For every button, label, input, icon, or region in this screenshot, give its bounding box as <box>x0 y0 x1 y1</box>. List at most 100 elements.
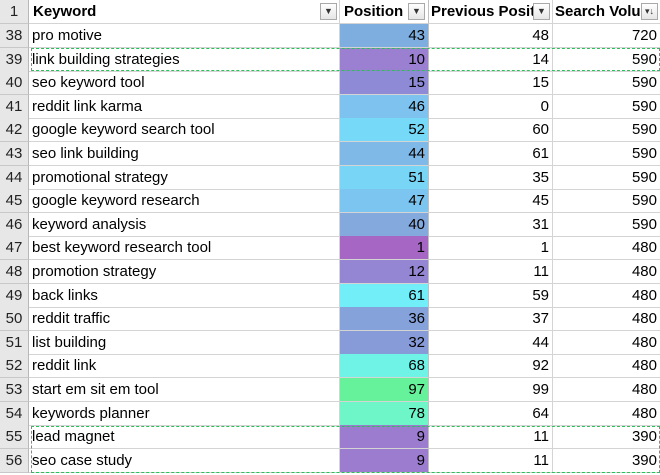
keyword-cell[interactable]: reddit link <box>29 354 340 378</box>
column-header-keyword[interactable]: Keyword ▼ <box>29 0 340 24</box>
row-header[interactable]: 43 <box>0 142 29 166</box>
keyword-cell[interactable]: keyword analysis <box>29 213 340 237</box>
position-cell[interactable]: 44 <box>340 142 429 166</box>
keyword-cell[interactable]: seo case study <box>29 449 340 473</box>
position-cell[interactable]: 52 <box>340 118 429 142</box>
row-header[interactable]: 39 <box>0 48 29 72</box>
search-volume-cell[interactable]: 590 <box>553 48 660 72</box>
row-header[interactable]: 54 <box>0 402 29 426</box>
previous-position-cell[interactable]: 64 <box>429 402 553 426</box>
row-header[interactable]: 56 <box>0 449 29 473</box>
search-volume-cell[interactable]: 480 <box>553 236 660 260</box>
search-volume-cell[interactable]: 480 <box>553 284 660 308</box>
position-cell[interactable]: 9 <box>340 449 429 473</box>
previous-position-cell[interactable]: 31 <box>429 213 553 237</box>
row-header[interactable]: 50 <box>0 307 29 331</box>
keyword-cell[interactable]: reddit traffic <box>29 307 340 331</box>
search-volume-cell[interactable]: 590 <box>553 71 660 95</box>
search-volume-cell[interactable]: 390 <box>553 425 660 449</box>
position-cell[interactable]: 46 <box>340 95 429 119</box>
previous-position-cell[interactable]: 99 <box>429 378 553 402</box>
position-cell[interactable]: 32 <box>340 331 429 355</box>
previous-position-cell[interactable]: 1 <box>429 236 553 260</box>
search-volume-cell[interactable]: 480 <box>553 402 660 426</box>
position-cell[interactable]: 68 <box>340 354 429 378</box>
search-volume-cell[interactable]: 480 <box>553 331 660 355</box>
keyword-cell[interactable]: back links <box>29 284 340 308</box>
row-header[interactable]: 41 <box>0 95 29 119</box>
previous-position-cell[interactable]: 61 <box>429 142 553 166</box>
search-volume-cell[interactable]: 720 <box>553 24 660 48</box>
search-volume-cell[interactable]: 390 <box>553 449 660 473</box>
search-volume-cell[interactable]: 480 <box>553 378 660 402</box>
position-cell[interactable]: 47 <box>340 189 429 213</box>
position-cell[interactable]: 51 <box>340 166 429 190</box>
previous-position-cell[interactable]: 45 <box>429 189 553 213</box>
column-header-position[interactable]: Position ▼ <box>340 0 429 24</box>
position-cell[interactable]: 10 <box>340 48 429 72</box>
previous-position-cell[interactable]: 11 <box>429 260 553 284</box>
keyword-cell[interactable]: promotional strategy <box>29 166 340 190</box>
row-header[interactable]: 52 <box>0 354 29 378</box>
dropdown-arrow-icon[interactable]: ▼ <box>320 3 337 20</box>
row-header[interactable]: 53 <box>0 378 29 402</box>
previous-position-cell[interactable]: 11 <box>429 449 553 473</box>
position-cell[interactable]: 36 <box>340 307 429 331</box>
keyword-cell[interactable]: promotion strategy <box>29 260 340 284</box>
previous-position-cell[interactable]: 59 <box>429 284 553 308</box>
previous-position-cell[interactable]: 37 <box>429 307 553 331</box>
position-cell[interactable]: 15 <box>340 71 429 95</box>
row-header[interactable]: 42 <box>0 118 29 142</box>
row-header[interactable]: 44 <box>0 166 29 190</box>
column-header-search-volume[interactable]: Search Volur ▾↓ <box>553 0 660 24</box>
search-volume-cell[interactable]: 480 <box>553 260 660 284</box>
row-header[interactable]: 48 <box>0 260 29 284</box>
row-header[interactable]: 40 <box>0 71 29 95</box>
search-volume-cell[interactable]: 590 <box>553 213 660 237</box>
search-volume-cell[interactable]: 590 <box>553 95 660 119</box>
keyword-cell[interactable]: lead magnet <box>29 425 340 449</box>
keyword-cell[interactable]: reddit link karma <box>29 95 340 119</box>
search-volume-cell[interactable]: 480 <box>553 307 660 331</box>
keyword-cell[interactable]: keywords planner <box>29 402 340 426</box>
dropdown-arrow-icon[interactable]: ▼ <box>408 3 425 20</box>
position-cell[interactable]: 9 <box>340 425 429 449</box>
row-header[interactable]: 49 <box>0 284 29 308</box>
previous-position-cell[interactable]: 60 <box>429 118 553 142</box>
keyword-cell[interactable]: best keyword research tool <box>29 236 340 260</box>
keyword-cell[interactable]: google keyword search tool <box>29 118 340 142</box>
previous-position-cell[interactable]: 44 <box>429 331 553 355</box>
position-cell[interactable]: 78 <box>340 402 429 426</box>
keyword-cell[interactable]: seo link building <box>29 142 340 166</box>
previous-position-cell[interactable]: 35 <box>429 166 553 190</box>
row-header[interactable]: 38 <box>0 24 29 48</box>
row-header[interactable]: 45 <box>0 189 29 213</box>
row-header-1[interactable]: 1 <box>0 0 29 24</box>
previous-position-cell[interactable]: 14 <box>429 48 553 72</box>
row-header[interactable]: 55 <box>0 425 29 449</box>
previous-position-cell[interactable]: 48 <box>429 24 553 48</box>
previous-position-cell[interactable]: 0 <box>429 95 553 119</box>
search-volume-cell[interactable]: 590 <box>553 142 660 166</box>
position-cell[interactable]: 43 <box>340 24 429 48</box>
keyword-cell[interactable]: start em sit em tool <box>29 378 340 402</box>
column-header-previous-position[interactable]: Previous Positi ▼ <box>429 0 553 24</box>
keyword-cell[interactable]: seo keyword tool <box>29 71 340 95</box>
keyword-cell[interactable]: pro motive <box>29 24 340 48</box>
search-volume-cell[interactable]: 590 <box>553 118 660 142</box>
row-header[interactable]: 47 <box>0 236 29 260</box>
position-cell[interactable]: 97 <box>340 378 429 402</box>
position-cell[interactable]: 61 <box>340 284 429 308</box>
keyword-cell[interactable]: link building strategies <box>29 48 340 72</box>
search-volume-cell[interactable]: 590 <box>553 189 660 213</box>
previous-position-cell[interactable]: 15 <box>429 71 553 95</box>
row-header[interactable]: 46 <box>0 213 29 237</box>
row-header[interactable]: 51 <box>0 331 29 355</box>
previous-position-cell[interactable]: 92 <box>429 354 553 378</box>
previous-position-cell[interactable]: 11 <box>429 425 553 449</box>
position-cell[interactable]: 12 <box>340 260 429 284</box>
keyword-cell[interactable]: list building <box>29 331 340 355</box>
position-cell[interactable]: 1 <box>340 236 429 260</box>
position-cell[interactable]: 40 <box>340 213 429 237</box>
sort-descending-filter-icon[interactable]: ▾↓ <box>641 3 658 20</box>
